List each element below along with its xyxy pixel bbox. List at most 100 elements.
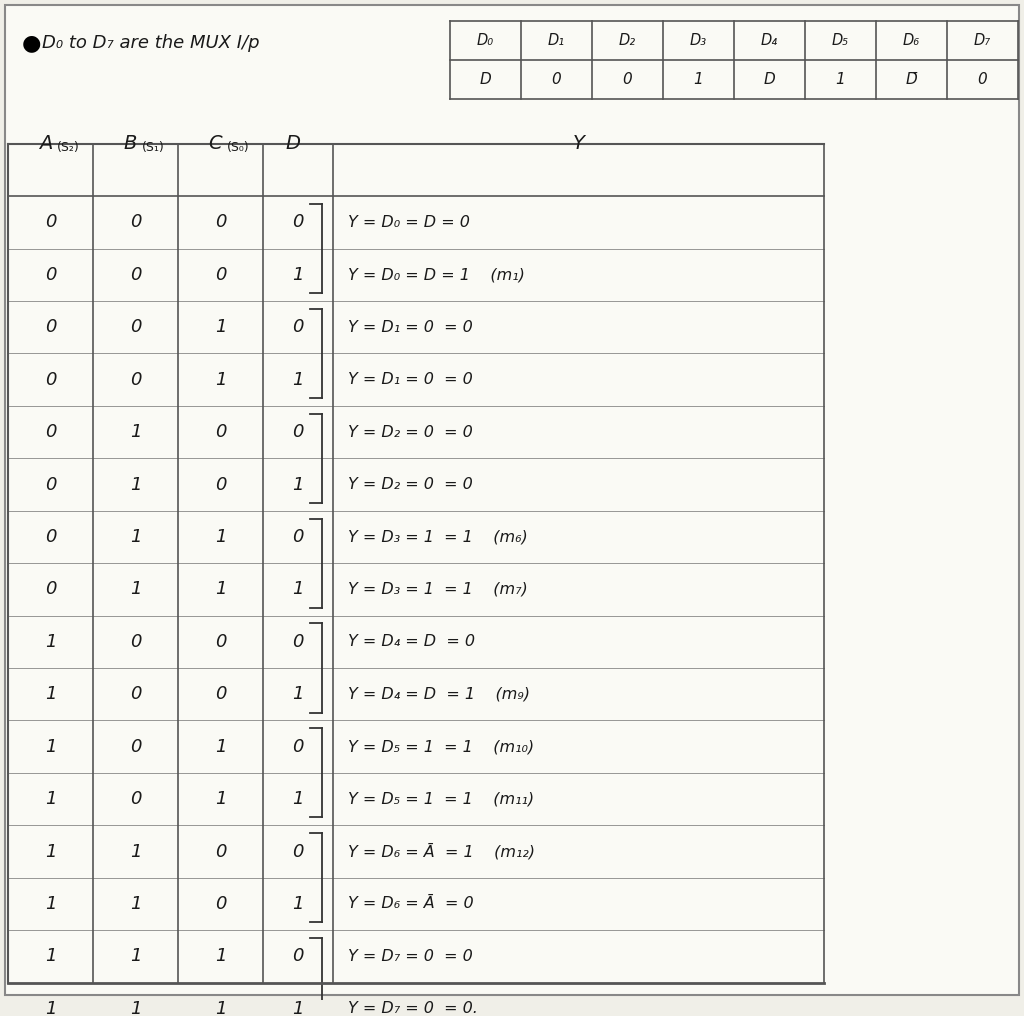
Text: D: D — [286, 134, 300, 153]
Text: 0: 0 — [45, 475, 56, 494]
Text: 0: 0 — [130, 318, 141, 336]
Text: 0: 0 — [130, 371, 141, 389]
Text: 0: 0 — [292, 213, 304, 232]
Text: 0: 0 — [215, 266, 226, 283]
Text: 0: 0 — [130, 633, 141, 651]
Text: 0: 0 — [215, 685, 226, 703]
Text: Y = D₃ = 1  = 1    (m₆): Y = D₃ = 1 = 1 (m₆) — [348, 529, 527, 545]
Text: B: B — [124, 134, 137, 153]
Text: 1: 1 — [292, 1000, 304, 1016]
Text: D₆: D₆ — [903, 33, 920, 48]
Text: 1: 1 — [45, 633, 56, 651]
Text: 1: 1 — [215, 580, 226, 598]
Text: 0: 0 — [130, 266, 141, 283]
Text: A: A — [39, 134, 52, 153]
Text: (S₀): (S₀) — [227, 141, 250, 154]
Text: 1: 1 — [215, 528, 226, 546]
Text: Y = D₀ = D = 0: Y = D₀ = D = 0 — [348, 215, 470, 230]
Text: 1: 1 — [292, 685, 304, 703]
Text: 1: 1 — [292, 790, 304, 808]
Text: 0: 0 — [292, 318, 304, 336]
Text: Y = D₂ = 0  = 0: Y = D₂ = 0 = 0 — [348, 425, 473, 440]
Text: 1: 1 — [693, 72, 703, 87]
Text: 0: 0 — [215, 895, 226, 913]
Text: 1: 1 — [45, 895, 56, 913]
Text: D₅: D₅ — [831, 33, 849, 48]
Text: Y = D₅ = 1  = 1    (m₁₁): Y = D₅ = 1 = 1 (m₁₁) — [348, 791, 535, 807]
Text: 1: 1 — [292, 895, 304, 913]
Text: 1: 1 — [130, 842, 141, 861]
Text: Y = D₆ = Ā  = 1    (m₁₂): Y = D₆ = Ā = 1 (m₁₂) — [348, 843, 535, 860]
Text: Y = D₄ = D  = 0: Y = D₄ = D = 0 — [348, 634, 475, 649]
Text: Y = D₄ = D  = 1    (m₉): Y = D₄ = D = 1 (m₉) — [348, 687, 530, 702]
Text: 1: 1 — [215, 790, 226, 808]
Text: Y = D₂ = 0  = 0: Y = D₂ = 0 = 0 — [348, 478, 473, 492]
Text: D₀: D₀ — [477, 33, 494, 48]
Text: Y = D₇ = 0  = 0.: Y = D₇ = 0 = 0. — [348, 1002, 478, 1016]
Text: (S₂): (S₂) — [57, 141, 80, 154]
Text: D₂: D₂ — [618, 33, 636, 48]
Text: Y = D₇ = 0  = 0: Y = D₇ = 0 = 0 — [348, 949, 473, 964]
Text: 1: 1 — [292, 475, 304, 494]
Text: 1: 1 — [45, 790, 56, 808]
Text: 1: 1 — [130, 895, 141, 913]
Text: D₁: D₁ — [548, 33, 565, 48]
Text: 1: 1 — [130, 475, 141, 494]
Text: 0: 0 — [45, 266, 56, 283]
Text: 0: 0 — [215, 213, 226, 232]
Text: Y = D₁ = 0  = 0: Y = D₁ = 0 = 0 — [348, 372, 473, 387]
Text: 0: 0 — [45, 318, 56, 336]
Text: 0: 0 — [292, 948, 304, 965]
Text: 0: 0 — [130, 685, 141, 703]
Text: 0: 0 — [130, 213, 141, 232]
Text: D₀ to D₇ are the MUX I/p: D₀ to D₇ are the MUX I/p — [42, 35, 259, 52]
Text: (S₁): (S₁) — [142, 141, 165, 154]
Text: 0: 0 — [623, 72, 633, 87]
Text: 0: 0 — [292, 842, 304, 861]
Text: 1: 1 — [45, 842, 56, 861]
Text: 1: 1 — [215, 371, 226, 389]
Text: D₇: D₇ — [974, 33, 991, 48]
Text: 0: 0 — [130, 790, 141, 808]
Text: 1: 1 — [130, 1000, 141, 1016]
Text: 0: 0 — [45, 213, 56, 232]
Text: 0: 0 — [552, 72, 561, 87]
Text: 1: 1 — [130, 948, 141, 965]
Text: 0: 0 — [130, 738, 141, 756]
Text: 0: 0 — [215, 842, 226, 861]
Text: 1: 1 — [45, 1000, 56, 1016]
Text: Y = D₅ = 1  = 1    (m₁₀): Y = D₅ = 1 = 1 (m₁₀) — [348, 740, 535, 754]
Text: 1: 1 — [45, 948, 56, 965]
Text: 0: 0 — [45, 423, 56, 441]
Text: D₃: D₃ — [690, 33, 707, 48]
Text: D: D — [479, 72, 492, 87]
Text: 0: 0 — [215, 475, 226, 494]
Text: ●: ● — [22, 34, 41, 53]
Text: 0: 0 — [45, 371, 56, 389]
Text: C: C — [209, 134, 222, 153]
Text: 0: 0 — [978, 72, 987, 87]
Text: 1: 1 — [292, 266, 304, 283]
Text: 1: 1 — [215, 948, 226, 965]
Text: Y: Y — [572, 134, 585, 153]
Text: 0: 0 — [292, 528, 304, 546]
Text: Y = D₀ = D = 1    (m₁): Y = D₀ = D = 1 (m₁) — [348, 267, 525, 282]
Text: D̄: D̄ — [905, 72, 918, 87]
Text: 0: 0 — [45, 528, 56, 546]
Text: 0: 0 — [292, 738, 304, 756]
Text: 1: 1 — [215, 1000, 226, 1016]
Text: 0: 0 — [292, 423, 304, 441]
Text: 1: 1 — [292, 580, 304, 598]
Text: 0: 0 — [292, 633, 304, 651]
Text: 1: 1 — [45, 738, 56, 756]
Text: 1: 1 — [130, 580, 141, 598]
Text: 1: 1 — [836, 72, 846, 87]
Text: 1: 1 — [130, 423, 141, 441]
Text: Y = D₃ = 1  = 1    (m₇): Y = D₃ = 1 = 1 (m₇) — [348, 582, 527, 597]
Text: 1: 1 — [45, 685, 56, 703]
Text: 0: 0 — [215, 633, 226, 651]
FancyBboxPatch shape — [5, 5, 1019, 996]
Text: 1: 1 — [130, 528, 141, 546]
Text: Y = D₁ = 0  = 0: Y = D₁ = 0 = 0 — [348, 320, 473, 334]
Text: 0: 0 — [45, 580, 56, 598]
